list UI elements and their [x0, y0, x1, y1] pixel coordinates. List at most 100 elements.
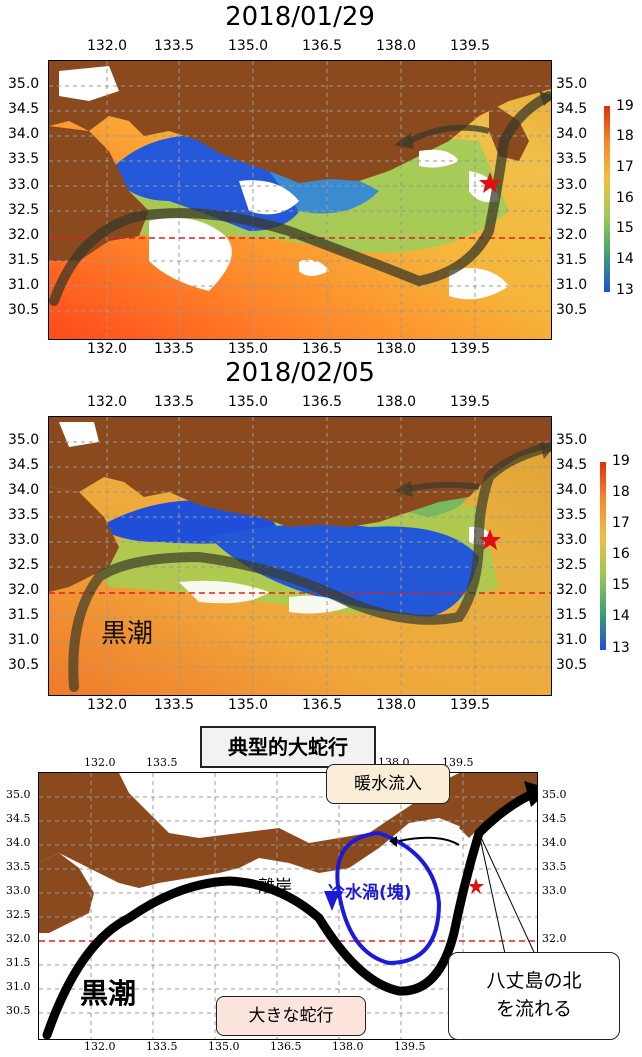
y-tick: 35.0: [556, 432, 588, 448]
y-tick: 34.5: [6, 812, 31, 825]
x-tick: 135.0: [228, 394, 269, 410]
colorbar-tick: 15: [612, 577, 630, 593]
y-tick: 30.5: [556, 657, 588, 673]
x-tick: 133.5: [154, 394, 195, 410]
x-tick: 133.5: [146, 756, 178, 769]
colorbar-tick: 14: [612, 608, 630, 624]
x-tick: 139.5: [442, 756, 474, 769]
x-tick: 136.5: [302, 394, 343, 410]
x-tick: 133.5: [154, 697, 195, 713]
x-tick: 136.5: [302, 341, 343, 357]
y-tick: 33.0: [8, 177, 40, 193]
y-tick: 34.5: [542, 812, 567, 825]
x-tick: 138.0: [332, 1040, 364, 1053]
y-tick: 32.0: [542, 932, 567, 945]
y-tick: 33.0: [542, 884, 567, 897]
y-tick: 34.5: [556, 101, 588, 117]
y-tick: 33.5: [6, 860, 31, 873]
x-tick: 135.0: [228, 697, 269, 713]
y-tick: 30.5: [556, 302, 588, 318]
y-tick: 31.0: [6, 980, 31, 993]
x-tick: 139.5: [450, 394, 491, 410]
warm-inflow-callout: 暖水流入: [326, 764, 450, 804]
y-tick: 35.0: [8, 432, 40, 448]
y-tick: 35.0: [542, 788, 567, 801]
y-tick: 32.0: [8, 582, 40, 598]
x-tick: 133.5: [154, 38, 195, 54]
y-tick: 32.0: [8, 227, 40, 243]
y-tick: 34.0: [556, 482, 588, 498]
y-tick: 33.0: [556, 532, 588, 548]
colorbar-tick: 15: [616, 220, 634, 236]
y-tick: 30.5: [6, 1004, 31, 1017]
x-tick: 138.0: [376, 341, 417, 357]
x-tick: 138.0: [376, 697, 417, 713]
sst-map-20180129: [49, 61, 551, 339]
kuroshio-label-typical: 黒潮: [80, 977, 137, 1010]
y-tick: 34.5: [556, 457, 588, 473]
y-tick: 32.0: [556, 582, 588, 598]
y-tick: 31.0: [556, 632, 588, 648]
y-tick: 34.5: [8, 101, 40, 117]
y-tick: 30.5: [8, 302, 40, 318]
colorbar-tick: 18: [612, 484, 630, 500]
panel2-colorbar: [600, 462, 606, 650]
colorbar-tick: 13: [616, 282, 634, 298]
x-tick: 132.0: [84, 1040, 116, 1053]
y-tick: 35.0: [6, 788, 31, 801]
y-tick: 31.5: [8, 607, 40, 623]
colorbar-tick: 14: [616, 251, 634, 267]
x-tick: 132.0: [84, 756, 116, 769]
y-tick: 33.0: [556, 177, 588, 193]
y-tick: 32.0: [6, 932, 31, 945]
y-tick: 33.5: [556, 151, 588, 167]
panel2-title: 2018/02/05: [225, 358, 375, 388]
cold-eddy-label: 冷水渦(塊): [328, 883, 412, 903]
colorbar-tick: 17: [616, 159, 634, 175]
y-tick: 33.0: [6, 884, 31, 897]
panel1-map: [48, 60, 552, 340]
x-tick: 136.5: [270, 1040, 302, 1053]
y-tick: 31.0: [556, 277, 588, 293]
x-tick: 133.5: [154, 341, 195, 357]
north-of-hachijo-callout: 八丈島の北 を流れる: [448, 952, 620, 1040]
y-tick: 33.5: [8, 151, 40, 167]
y-tick: 31.5: [556, 607, 588, 623]
y-tick: 34.0: [6, 836, 31, 849]
x-tick: 136.5: [302, 38, 343, 54]
x-tick: 139.5: [450, 38, 491, 54]
x-tick: 136.5: [302, 697, 343, 713]
x-tick: 132.0: [87, 341, 128, 357]
kuroshio-label: 黒潮: [101, 619, 154, 649]
x-tick: 135.0: [208, 1040, 240, 1053]
y-tick: 32.5: [556, 202, 588, 218]
colorbar-tick: 16: [612, 546, 630, 562]
x-tick: 139.5: [450, 341, 491, 357]
x-tick: 132.0: [87, 394, 128, 410]
panel3-title-box: 典型的大蛇行: [200, 726, 376, 768]
panel3-title: 典型的大蛇行: [228, 735, 348, 759]
colorbar-tick: 18: [616, 128, 634, 144]
x-tick: 138.0: [376, 394, 417, 410]
colorbar-tick: 13: [612, 640, 630, 656]
y-tick: 34.0: [542, 836, 567, 849]
y-tick: 32.5: [556, 557, 588, 573]
y-tick: 32.5: [6, 908, 31, 921]
x-tick: 135.0: [228, 38, 269, 54]
y-tick: 33.5: [556, 507, 588, 523]
y-tick: 35.0: [8, 76, 40, 92]
panel2-map: 黒潮: [48, 416, 552, 696]
y-tick: 31.0: [8, 632, 40, 648]
x-tick: 139.5: [394, 1040, 426, 1053]
panel1-title: 2018/01/29: [225, 2, 375, 32]
y-tick: 32.5: [8, 202, 40, 218]
y-tick: 34.0: [8, 482, 40, 498]
colorbar-tick: 16: [616, 190, 634, 206]
y-tick: 31.0: [8, 277, 40, 293]
colorbar-tick: 19: [612, 453, 630, 469]
y-tick: 33.5: [542, 860, 567, 873]
panel1-colorbar: [604, 106, 610, 292]
y-tick: 34.0: [556, 126, 588, 142]
x-tick: 139.5: [450, 697, 491, 713]
y-tick: 34.0: [8, 126, 40, 142]
